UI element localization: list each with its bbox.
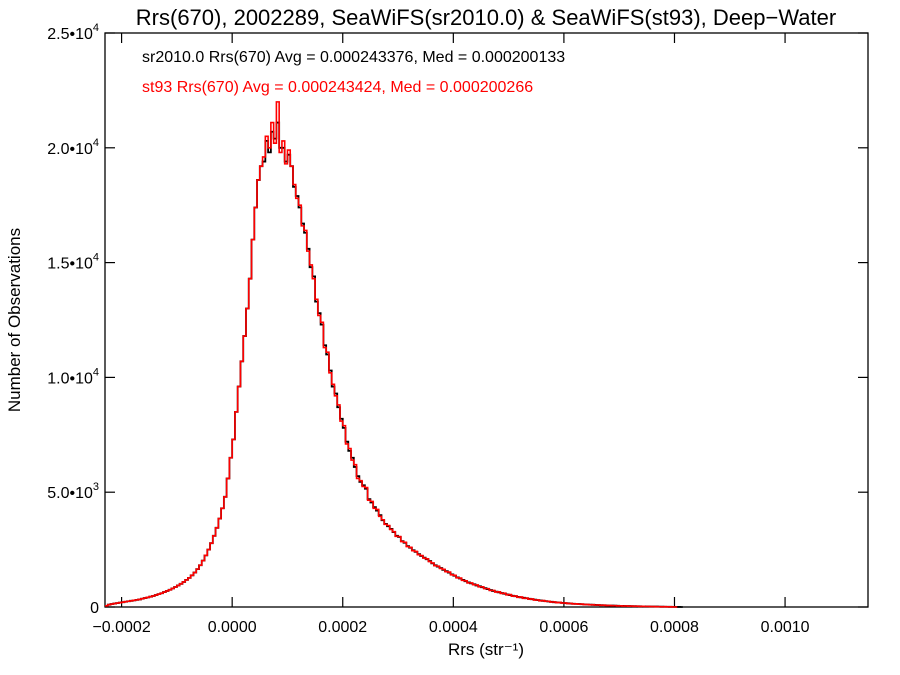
- y-tick-mantissa: 0: [90, 600, 99, 617]
- x-axis-title: Rrs (str⁻¹): [448, 640, 524, 659]
- x-tick-label: −0.0002: [92, 619, 150, 636]
- y-tick-mantissa: 5.0•10: [47, 485, 93, 502]
- y-tick-exponent: 3: [93, 481, 99, 493]
- chart-title: Rrs(670), 2002289, SeaWiFS(sr2010.0) & S…: [136, 5, 836, 30]
- x-tick-label: 0.0000: [208, 619, 257, 636]
- legend-entry-st93: st93 Rrs(670) Avg = 0.000243424, Med = 0…: [142, 79, 533, 96]
- y-tick-exponent: 4: [93, 137, 99, 149]
- plot-area: −0.0002 0.0000 0.0002 0.0004 0.0006 0.0008 0.0…: [47, 22, 869, 636]
- x-tick-label: 0.0008: [650, 619, 699, 636]
- legend-entry-sr2010: sr2010.0 Rrs(670) Avg = 0.000243376, Med…: [142, 49, 565, 66]
- plot-frame: [104, 32, 869, 608]
- y-tick-label: 5.0•103: [47, 481, 99, 502]
- series-line-sr2010.0: [105, 121, 683, 608]
- y-tick-label: 2.5•104: [47, 22, 99, 43]
- histogram-series: [105, 101, 683, 608]
- x-tick-label: 0.0004: [429, 619, 478, 636]
- y-tick-exponent: 4: [93, 252, 99, 264]
- x-tick-label: 0.0010: [761, 619, 810, 636]
- y-tick-mantissa: 2.5•10: [47, 26, 93, 43]
- y-tick-mantissa: 2.0•10: [47, 141, 93, 158]
- x-tick-label: 0.0006: [539, 619, 588, 636]
- series-line-st93: [105, 101, 678, 608]
- y-axis-title: Number of Observations: [5, 228, 24, 412]
- y-tick-label: 0: [90, 600, 99, 617]
- y-tick-exponent: 4: [93, 366, 99, 378]
- x-axis-ticks: −0.0002 0.0000 0.0002 0.0004 0.0006 0.0008 0.0…: [92, 33, 810, 636]
- y-tick-label: 1.0•104: [47, 366, 99, 387]
- y-tick-mantissa: 1.5•10: [47, 256, 93, 273]
- y-tick-mantissa: 1.0•10: [47, 370, 93, 387]
- x-tick-label: 0.0002: [318, 619, 367, 636]
- legend: sr2010.0 Rrs(670) Avg = 0.000243376, Med…: [142, 49, 565, 96]
- y-tick-label: 1.5•104: [47, 252, 99, 273]
- y-tick-label: 2.0•104: [47, 137, 99, 158]
- y-tick-exponent: 4: [93, 22, 99, 34]
